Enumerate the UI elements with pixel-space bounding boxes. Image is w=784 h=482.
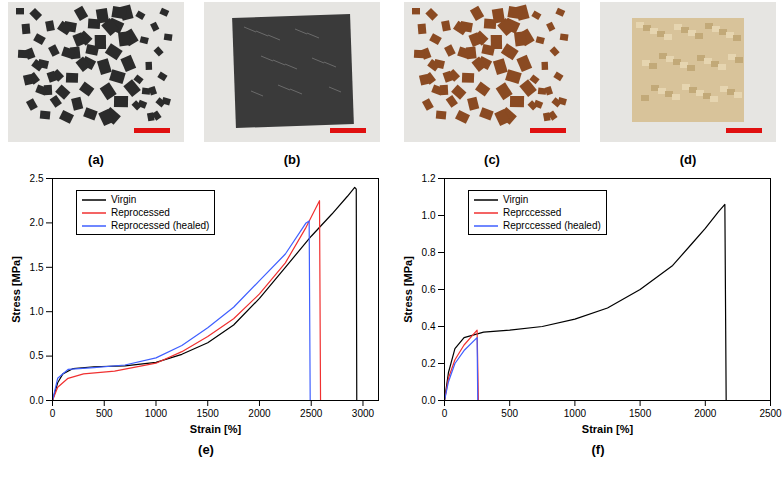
html-text:Reprocessed: Reprocessed	[111, 207, 170, 218]
svg-text:1.0: 1.0	[30, 306, 44, 317]
svg-text:500: 500	[96, 408, 113, 419]
svg-text:2000: 2000	[694, 408, 717, 419]
html-text:(b): (b)	[283, 152, 301, 167]
svg-text:3000: 3000	[352, 408, 375, 419]
svg-text:2000: 2000	[248, 408, 271, 419]
svg-text:0.0: 0.0	[30, 395, 44, 406]
html-text:(d): (d)	[679, 152, 697, 167]
svg-text:Stress [MPa]: Stress [MPa]	[402, 256, 414, 323]
html-text:(c): (c)	[484, 152, 500, 167]
svg-text:0: 0	[50, 408, 56, 419]
svg-text:2.0: 2.0	[30, 217, 44, 228]
html-text:(e): (e)	[198, 442, 214, 457]
svg-text:0.4: 0.4	[422, 321, 436, 332]
svg-text:0.5: 0.5	[30, 350, 44, 361]
svg-text:0: 0	[442, 408, 448, 419]
html-text:Reprccessed: Reprccessed	[503, 207, 562, 218]
html-text:Virgin: Virgin	[503, 194, 529, 205]
svg-text:0.2: 0.2	[422, 358, 436, 369]
svg-text:Strain [%]: Strain [%]	[582, 423, 634, 435]
svg-text:1000: 1000	[145, 408, 168, 419]
html-text:Reprccessed (healed): Reprccessed (healed)	[503, 220, 601, 231]
html-text:(f): (f)	[591, 442, 605, 457]
svg-text:500: 500	[501, 408, 518, 419]
svg-text:1.2: 1.2	[422, 173, 436, 184]
svg-text:2.5: 2.5	[30, 173, 44, 184]
html-text:Virgin: Virgin	[111, 194, 137, 205]
svg-text:1500: 1500	[629, 408, 652, 419]
svg-text:0.0: 0.0	[422, 395, 436, 406]
svg-text:0.6: 0.6	[422, 284, 436, 295]
svg-text:0.8: 0.8	[422, 247, 436, 258]
svg-text:1.5: 1.5	[30, 262, 44, 273]
svg-text:2500: 2500	[300, 408, 323, 419]
html-text:(a): (a)	[88, 152, 104, 167]
svg-text:Strain [%]: Strain [%]	[190, 423, 242, 435]
svg-text:1500: 1500	[197, 408, 220, 419]
svg-text:Stress [MPa]: Stress [MPa]	[10, 256, 22, 323]
svg-text:2500: 2500	[759, 408, 782, 419]
svg-text:1000: 1000	[564, 408, 587, 419]
svg-text:1.0: 1.0	[422, 210, 436, 221]
html-text:Reprocessed (healed): Reprocessed (healed)	[111, 220, 210, 231]
